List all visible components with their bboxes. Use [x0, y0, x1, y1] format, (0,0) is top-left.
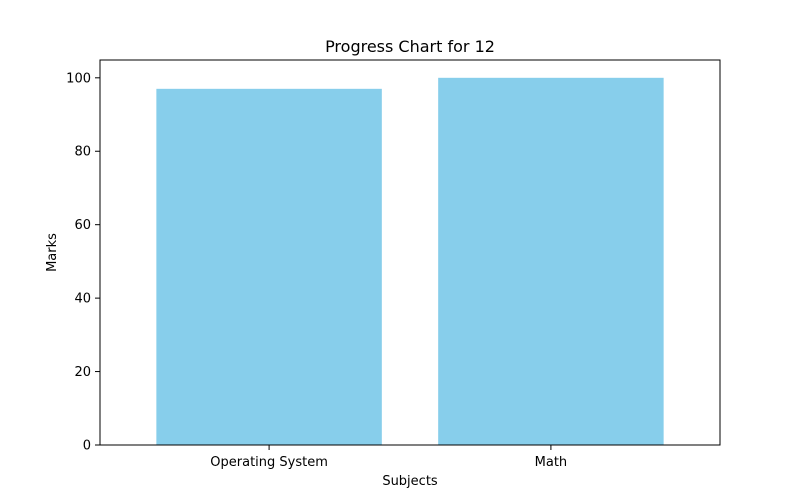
y-tick-label: 40 — [74, 292, 91, 307]
x-tick-label: Math — [535, 455, 568, 470]
y-tick-label: 100 — [66, 71, 91, 86]
x-tick-label: Operating System — [210, 455, 328, 470]
y-tick-label: 60 — [74, 218, 91, 233]
bars-group — [156, 77, 664, 445]
x-axis-label: Subjects — [382, 474, 438, 489]
bar-math — [438, 77, 664, 445]
y-axis-label: Marks — [45, 233, 60, 272]
plot-frame — [99, 59, 721, 446]
y-tick-label: 20 — [74, 365, 91, 380]
chart-title: Progress Chart for 12 — [325, 37, 495, 56]
y-axis-ticks: 0 20 40 60 80 100 — [66, 71, 100, 454]
x-axis-ticks: Operating System Math — [210, 445, 567, 470]
y-tick-label: 80 — [74, 145, 91, 160]
bar-operating-system — [156, 88, 382, 445]
y-tick-label: 0 — [83, 439, 91, 454]
